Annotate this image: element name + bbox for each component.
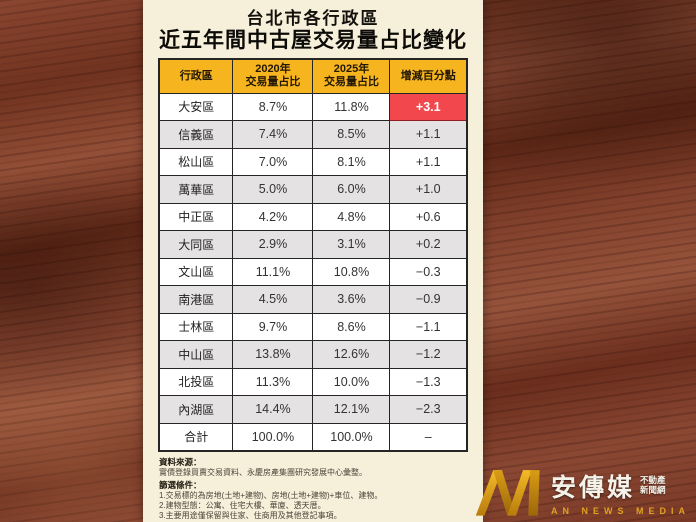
value-cell: 100.0%	[312, 422, 391, 452]
value-cell: +1.0	[389, 175, 468, 204]
value-cell: −1.3	[389, 367, 468, 397]
value-cell: 4.2%	[232, 202, 314, 232]
value-cell: 3.6%	[312, 285, 391, 314]
brand-tagline-top: 不動產	[640, 475, 666, 486]
table-row: 南港區 4.5% 3.6% −0.9	[158, 285, 468, 314]
district-cell: 松山區	[158, 147, 234, 177]
table-row: 合計 100.0% 100.0% –	[158, 422, 468, 452]
district-cell: 大安區	[158, 92, 234, 122]
brand-text-block: 安傳媒 不動產 新聞網 AN NEWS MEDIA	[551, 468, 690, 516]
value-cell: 3.1%	[312, 230, 391, 259]
table-row: 文山區 11.1% 10.8% −0.3	[158, 257, 468, 287]
value-cell: 7.0%	[232, 147, 314, 177]
value-cell: 2.9%	[232, 230, 314, 259]
table-row: 北投區 11.3% 10.0% −1.3	[158, 367, 468, 397]
value-cell: 12.6%	[312, 340, 391, 369]
value-cell: −2.3	[389, 395, 468, 424]
table-row: 松山區 7.0% 8.1% +1.1	[158, 147, 468, 177]
footnote-line: 3.主要用途僅保留與住家、住商用及其他登記事項。	[159, 511, 342, 521]
value-cell: 6.0%	[312, 175, 391, 204]
district-cell: 北投區	[158, 367, 234, 397]
value-cell: +1.1	[389, 120, 468, 149]
footnote-label: 篩選條件：	[159, 480, 202, 491]
page-title: 台北市各行政區	[246, 9, 380, 28]
footnote-line: 1.交易標的為房地(土地+建物)、房地(土地+建物)+車位、建物。	[159, 491, 383, 500]
value-cell: 8.5%	[312, 120, 391, 149]
brand-name-zh: 安傳媒	[551, 474, 636, 502]
footnotes: 資料來源： 實價登錄買賣交易資料、永慶房產集團研究發展中心彙整。 篩選條件： 1.交易…	[159, 457, 459, 522]
data-table: 行政區 2020年 交易量占比 2025年 交易量占比 增減百分點 大安區 8.7% 11.8…	[158, 58, 468, 453]
footnote-line: 實價登錄買賣交易資料、永慶房產集團研究發展中心彙整。	[159, 467, 367, 477]
value-cell: −0.3	[389, 257, 468, 287]
district-cell: 合計	[158, 422, 234, 452]
column-header: 2025年 交易量占比	[312, 58, 391, 94]
brand-logo: 安傳媒 不動產 新聞網 AN NEWS MEDIA	[474, 465, 690, 519]
value-cell: 4.8%	[312, 202, 391, 232]
table-row: 大安區 8.7% 11.8% +3.1	[158, 92, 468, 122]
value-cell: −0.9	[389, 285, 468, 314]
footnote-line: 2.建物型態：公寓、住宅大樓、華廈、透天厝。	[159, 501, 326, 511]
value-cell: 11.8%	[312, 92, 391, 122]
table-header-row: 行政區 2020年 交易量占比 2025年 交易量占比 增減百分點	[158, 58, 468, 94]
table-row: 大同區 2.9% 3.1% +0.2	[158, 230, 468, 259]
footnote-label: 資料來源：	[159, 457, 202, 468]
district-cell: 中正區	[158, 202, 234, 232]
an-monogram-icon	[475, 470, 540, 516]
value-cell: 10.8%	[312, 257, 391, 287]
value-cell: 100.0%	[232, 422, 314, 452]
value-cell: 12.1%	[312, 395, 391, 424]
brand-name-en: AN NEWS MEDIA	[551, 506, 690, 516]
table-body: 大安區 8.7% 11.8% +3.1 信義區 7.4% 8.5% +1.1 松山區 7.0% 8.…	[158, 92, 468, 452]
column-header: 增減百分點	[389, 58, 468, 94]
brand-tagline: 不動產 新聞網	[640, 475, 666, 496]
column-header: 2020年 交易量占比	[232, 58, 314, 94]
district-cell: 文山區	[158, 257, 234, 287]
value-cell: 4.5%	[232, 285, 314, 314]
value-cell: +1.1	[389, 147, 468, 177]
value-cell: 10.0%	[312, 367, 391, 397]
value-cell: 9.7%	[232, 312, 314, 342]
table-row: 士林區 9.7% 8.6% −1.1	[158, 312, 468, 342]
district-cell: 士林區	[158, 312, 234, 342]
page-subtitle: 近五年間中古屋交易量占比變化	[159, 29, 467, 52]
value-cell: +3.1	[389, 92, 468, 122]
table-row: 萬華區 5.0% 6.0% +1.0	[158, 175, 468, 204]
value-cell: 7.4%	[232, 120, 314, 149]
value-cell: 14.4%	[232, 395, 314, 424]
value-cell: 13.8%	[232, 340, 314, 369]
value-cell: +0.2	[389, 230, 468, 259]
table-row: 中正區 4.2% 4.8% +0.6	[158, 202, 468, 232]
value-cell: 11.1%	[232, 257, 314, 287]
district-cell: 中山區	[158, 340, 234, 369]
brand-tagline-bottom: 新聞網	[640, 485, 666, 495]
value-cell: 8.6%	[312, 312, 391, 342]
value-cell: +0.6	[389, 202, 468, 232]
table-row: 中山區 13.8% 12.6% −1.2	[158, 340, 468, 369]
infographic-card: 台北市各行政區 近五年間中古屋交易量占比變化 行政區 2020年 交易量占比 2025…	[143, 0, 483, 522]
value-cell: −1.2	[389, 340, 468, 369]
value-cell: −1.1	[389, 312, 468, 342]
value-cell: 5.0%	[232, 175, 314, 204]
district-cell: 萬華區	[158, 175, 234, 204]
value-cell: –	[389, 422, 468, 452]
table-row: 信義區 7.4% 8.5% +1.1	[158, 120, 468, 149]
column-header: 行政區	[158, 58, 234, 94]
district-cell: 信義區	[158, 120, 234, 149]
value-cell: 8.1%	[312, 147, 391, 177]
table-row: 內湖區 14.4% 12.1% −2.3	[158, 395, 468, 424]
district-cell: 內湖區	[158, 395, 234, 424]
value-cell: 8.7%	[232, 92, 314, 122]
value-cell: 11.3%	[232, 367, 314, 397]
district-cell: 大同區	[158, 230, 234, 259]
district-cell: 南港區	[158, 285, 234, 314]
